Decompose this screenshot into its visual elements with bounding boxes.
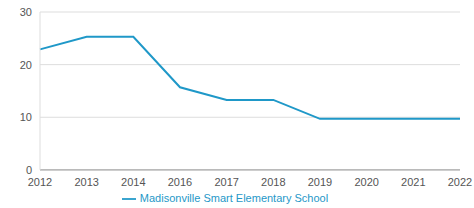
html-text:Madisonville Smart Elementary: Madisonville Smart Elementary School	[139, 191, 329, 204]
svg-text:2018: 2018	[261, 176, 285, 188]
svg-text:2021: 2021	[401, 176, 425, 188]
svg-text:2013: 2013	[74, 176, 98, 188]
svg-text:2022: 2022	[448, 176, 466, 188]
svg-text:2014: 2014	[121, 176, 145, 188]
svg-text:2019: 2019	[308, 176, 332, 188]
svg-text:2012: 2012	[28, 176, 52, 188]
svg-text:2020: 2020	[354, 176, 378, 188]
svg-text:10: 10	[20, 111, 32, 123]
svg-text:20: 20	[20, 59, 32, 71]
svg-text:30: 30	[20, 6, 32, 18]
svg-text:0: 0	[26, 164, 32, 176]
svg-text:2016: 2016	[168, 176, 192, 188]
svg-text:2017: 2017	[214, 176, 238, 188]
